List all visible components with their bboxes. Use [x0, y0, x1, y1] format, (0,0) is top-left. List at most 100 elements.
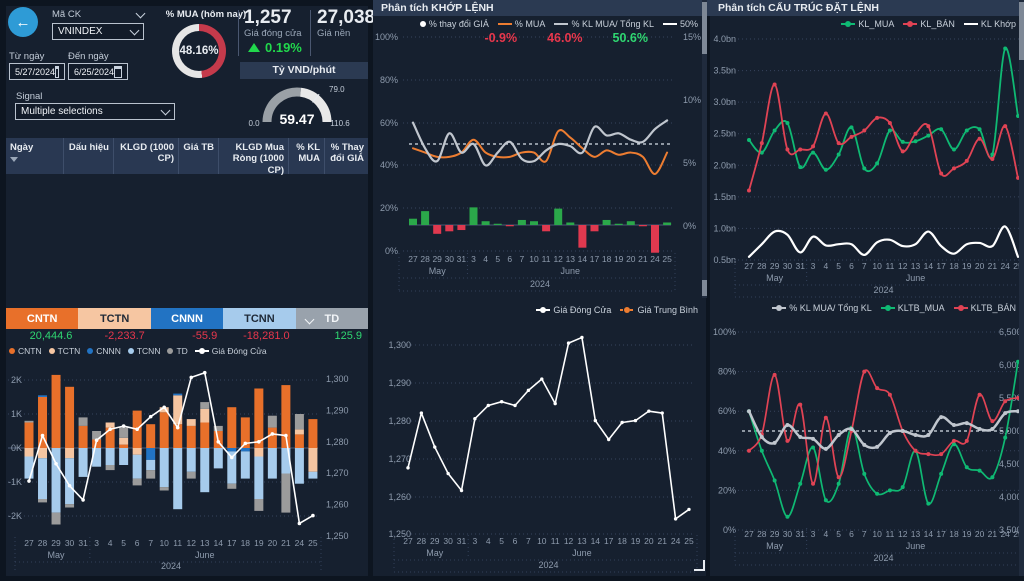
donut-ring: 48.16%: [172, 24, 226, 78]
card-td[interactable]: TD: [295, 308, 369, 329]
calendar-icon: [55, 65, 59, 78]
svg-text:17: 17: [604, 536, 614, 546]
svg-text:17: 17: [590, 254, 600, 264]
svg-text:28: 28: [38, 538, 48, 548]
svg-text:11: 11: [885, 529, 894, 539]
table-header-gia-tb[interactable]: Giá TB: [178, 138, 218, 174]
legend-item-cnnn: CNNN: [87, 346, 121, 356]
svg-text:20%: 20%: [718, 485, 736, 495]
svg-text:7: 7: [862, 529, 867, 539]
svg-text:27: 27: [408, 254, 418, 264]
calendar-icon: [114, 65, 122, 78]
table-header-pct-kl-mua[interactable]: % KL MUA: [288, 138, 324, 174]
svg-text:80%: 80%: [380, 75, 398, 85]
svg-text:3: 3: [473, 536, 478, 546]
svg-text:10: 10: [159, 538, 169, 548]
svg-text:12: 12: [898, 529, 908, 539]
line-marker-icon: [903, 21, 918, 27]
resize-corner-icon[interactable]: [694, 560, 705, 571]
svg-text:June: June: [572, 548, 592, 558]
card-cnnn[interactable]: CNNN: [150, 308, 224, 329]
svg-text:29: 29: [51, 538, 61, 548]
card-tcnn-value: -18,281.0: [243, 330, 290, 342]
net-flow-chart[interactable]: 2K 1K 0K -1K -2K 1,300 1,290 1,280 1,270 1,260 1,2…: [6, 358, 368, 576]
scrollbar-thumb[interactable]: [702, 2, 707, 54]
svg-text:21: 21: [638, 254, 648, 264]
svg-text:30: 30: [65, 538, 75, 548]
card-tctn[interactable]: TCTN: [78, 308, 151, 329]
svg-text:10: 10: [872, 529, 882, 539]
signal-select[interactable]: Multiple selections: [15, 103, 175, 120]
svg-text:24: 24: [671, 536, 681, 546]
chevron-down-icon[interactable]: [304, 314, 315, 325]
svg-text:2024: 2024: [873, 553, 893, 563]
svg-text:20: 20: [644, 536, 654, 546]
svg-text:20: 20: [975, 261, 985, 271]
svg-text:3,500: 3,500: [999, 525, 1022, 535]
price-chart[interactable]: 1,300 1,290 1,280 1,270 1,260 1,250 27 28 29 30 31…: [373, 300, 706, 576]
from-date-label: Từ ngày: [9, 51, 45, 62]
back-button[interactable]: ←: [8, 7, 38, 37]
svg-text:11: 11: [885, 261, 894, 271]
svg-text:31: 31: [457, 254, 467, 264]
gauge-min-label: 0.0: [248, 119, 260, 128]
card-tcnn[interactable]: TCNN: [223, 308, 296, 329]
svg-text:-2K: -2K: [8, 511, 22, 521]
legend-item-td: TD: [167, 346, 188, 356]
orders-legend: KL_MUA KL_BÁN KL Khớp: [710, 19, 1024, 29]
table-header-ngay[interactable]: Ngày: [6, 138, 63, 174]
to-date-input[interactable]: 6/25/2024: [68, 63, 128, 80]
symbol-select[interactable]: VNINDEX: [52, 23, 144, 40]
table-header-klgd[interactable]: KLGD (1000 CP): [113, 138, 178, 174]
svg-text:1,280: 1,280: [388, 416, 411, 426]
svg-text:4: 4: [823, 261, 828, 271]
svg-text:1,300: 1,300: [388, 340, 411, 350]
scrollbar-thumb[interactable]: [1019, 2, 1024, 60]
scrollbar-thumb[interactable]: [702, 280, 707, 296]
from-date-input[interactable]: 5/27/2024: [9, 63, 65, 80]
line-marker-icon: [772, 305, 787, 311]
svg-text:2K: 2K: [11, 375, 22, 385]
middle-scrollbar[interactable]: [702, 0, 707, 298]
line-marker-icon: [841, 21, 856, 27]
table-header-dau-hieu[interactable]: Dấu hiệu: [63, 138, 113, 174]
svg-text:1,290: 1,290: [388, 378, 411, 388]
line-marker-icon: [194, 348, 209, 354]
svg-text:100%: 100%: [375, 32, 398, 42]
speed-gauge[interactable]: 0.0 110.6 79.0 59.47: [240, 82, 368, 132]
svg-text:24: 24: [1000, 529, 1010, 539]
svg-text:10: 10: [537, 536, 547, 546]
card-cntn[interactable]: CNTN: [6, 308, 79, 329]
chevron-down-icon[interactable]: [135, 8, 146, 19]
svg-text:2.5bn: 2.5bn: [713, 129, 736, 139]
svg-text:24: 24: [1000, 261, 1010, 271]
svg-text:0K: 0K: [11, 443, 22, 453]
svg-text:4: 4: [108, 538, 113, 548]
sort-descending-icon[interactable]: [10, 157, 18, 163]
svg-text:1K: 1K: [11, 409, 22, 419]
line-marker-icon: [953, 305, 968, 311]
svg-text:2024: 2024: [873, 285, 893, 295]
signal-select-value: Multiple selections: [21, 106, 103, 117]
right-scrollbar[interactable]: [1019, 0, 1024, 576]
base-price-value: 27,038: [317, 7, 376, 28]
svg-text:13: 13: [577, 536, 587, 546]
svg-text:24: 24: [295, 538, 305, 548]
table-header-pct-thay-doi-gia[interactable]: % Thay đổi GIÁ: [324, 138, 368, 174]
card-tctn-value: -2,233.7: [104, 330, 145, 342]
svg-text:3.5bn: 3.5bn: [713, 66, 736, 76]
svg-text:5: 5: [499, 536, 504, 546]
matched-orders-chart[interactable]: 100% 80% 60% 40% 20% 0% 15% 10% 5% 0% 27 28 29 30 31 3 4…: [373, 17, 706, 300]
svg-text:25: 25: [1013, 529, 1023, 539]
dot-icon: [87, 348, 94, 354]
up-triangle-icon: [248, 43, 260, 52]
svg-text:7: 7: [520, 254, 525, 264]
buy-percent-donut-gauge[interactable]: 48.16%: [172, 24, 226, 78]
legend-item-kltb-mua: KLTB_MUA: [880, 303, 945, 313]
svg-text:May: May: [429, 266, 447, 276]
order-volume-chart[interactable]: 4.0bn 3.5bn 3.0bn 2.5bn 2.0bn 1.5bn 1.0bn 0.5bn…: [710, 17, 1024, 300]
table-header-klgd-mua-rong[interactable]: KLGD Mua Ròng (1000 CP): [218, 138, 288, 176]
avg-order-chart[interactable]: 100% 80% 60% 40% 20% 0% 6,500 6,000 5,500 5,000 4,…: [710, 318, 1024, 576]
svg-text:14: 14: [924, 261, 934, 271]
